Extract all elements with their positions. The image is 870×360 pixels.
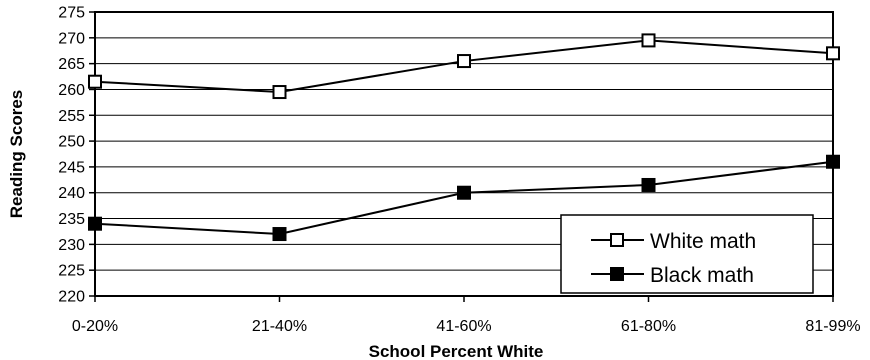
x-tick-label: 61-80% [621, 318, 676, 335]
legend: White math Black math [560, 214, 814, 294]
data-point [641, 33, 656, 48]
x-tick-label: 41-60% [436, 318, 491, 335]
y-axis-ticks: 220 225 230 235 240 245 250 255 260 265 270 275 [58, 5, 95, 306]
y-tick-label: 265 [58, 56, 85, 73]
legend-label: White math [650, 230, 756, 253]
legend-marker [610, 267, 624, 281]
series-group [88, 33, 840, 242]
x-tick-label: 81-99% [805, 318, 860, 335]
data-point [457, 54, 471, 69]
y-tick-label: 255 [58, 108, 85, 125]
x-tick-label: 0-20% [72, 318, 118, 335]
data-point [826, 46, 840, 61]
y-tick-label: 225 [58, 263, 85, 280]
data-point [641, 177, 656, 192]
data-point [272, 227, 287, 242]
y-tick-label: 240 [58, 185, 85, 202]
data-point [272, 85, 287, 100]
data-point [457, 185, 471, 200]
data-point [88, 74, 102, 89]
y-tick-label: 235 [58, 211, 85, 228]
y-tick-label: 250 [58, 134, 85, 151]
data-point [826, 154, 840, 169]
x-tick-label: 21-40% [252, 318, 307, 335]
y-tick-label: 230 [58, 237, 85, 254]
y-tick-label: 275 [58, 5, 85, 22]
y-tick-label: 260 [58, 82, 85, 99]
data-point [88, 216, 102, 231]
x-axis-ticks: 0-20% 21-40% 41-60% 61-80% 81-99% [72, 296, 861, 335]
legend-label: Black math [650, 264, 754, 287]
legend-marker [610, 233, 624, 247]
legend-box [560, 214, 814, 294]
y-axis-label: Reading Scores [7, 90, 26, 219]
y-tick-label: 245 [58, 159, 85, 176]
y-tick-label: 220 [58, 289, 85, 306]
x-axis-label: School Percent White [369, 342, 544, 360]
y-tick-label: 270 [58, 30, 85, 47]
